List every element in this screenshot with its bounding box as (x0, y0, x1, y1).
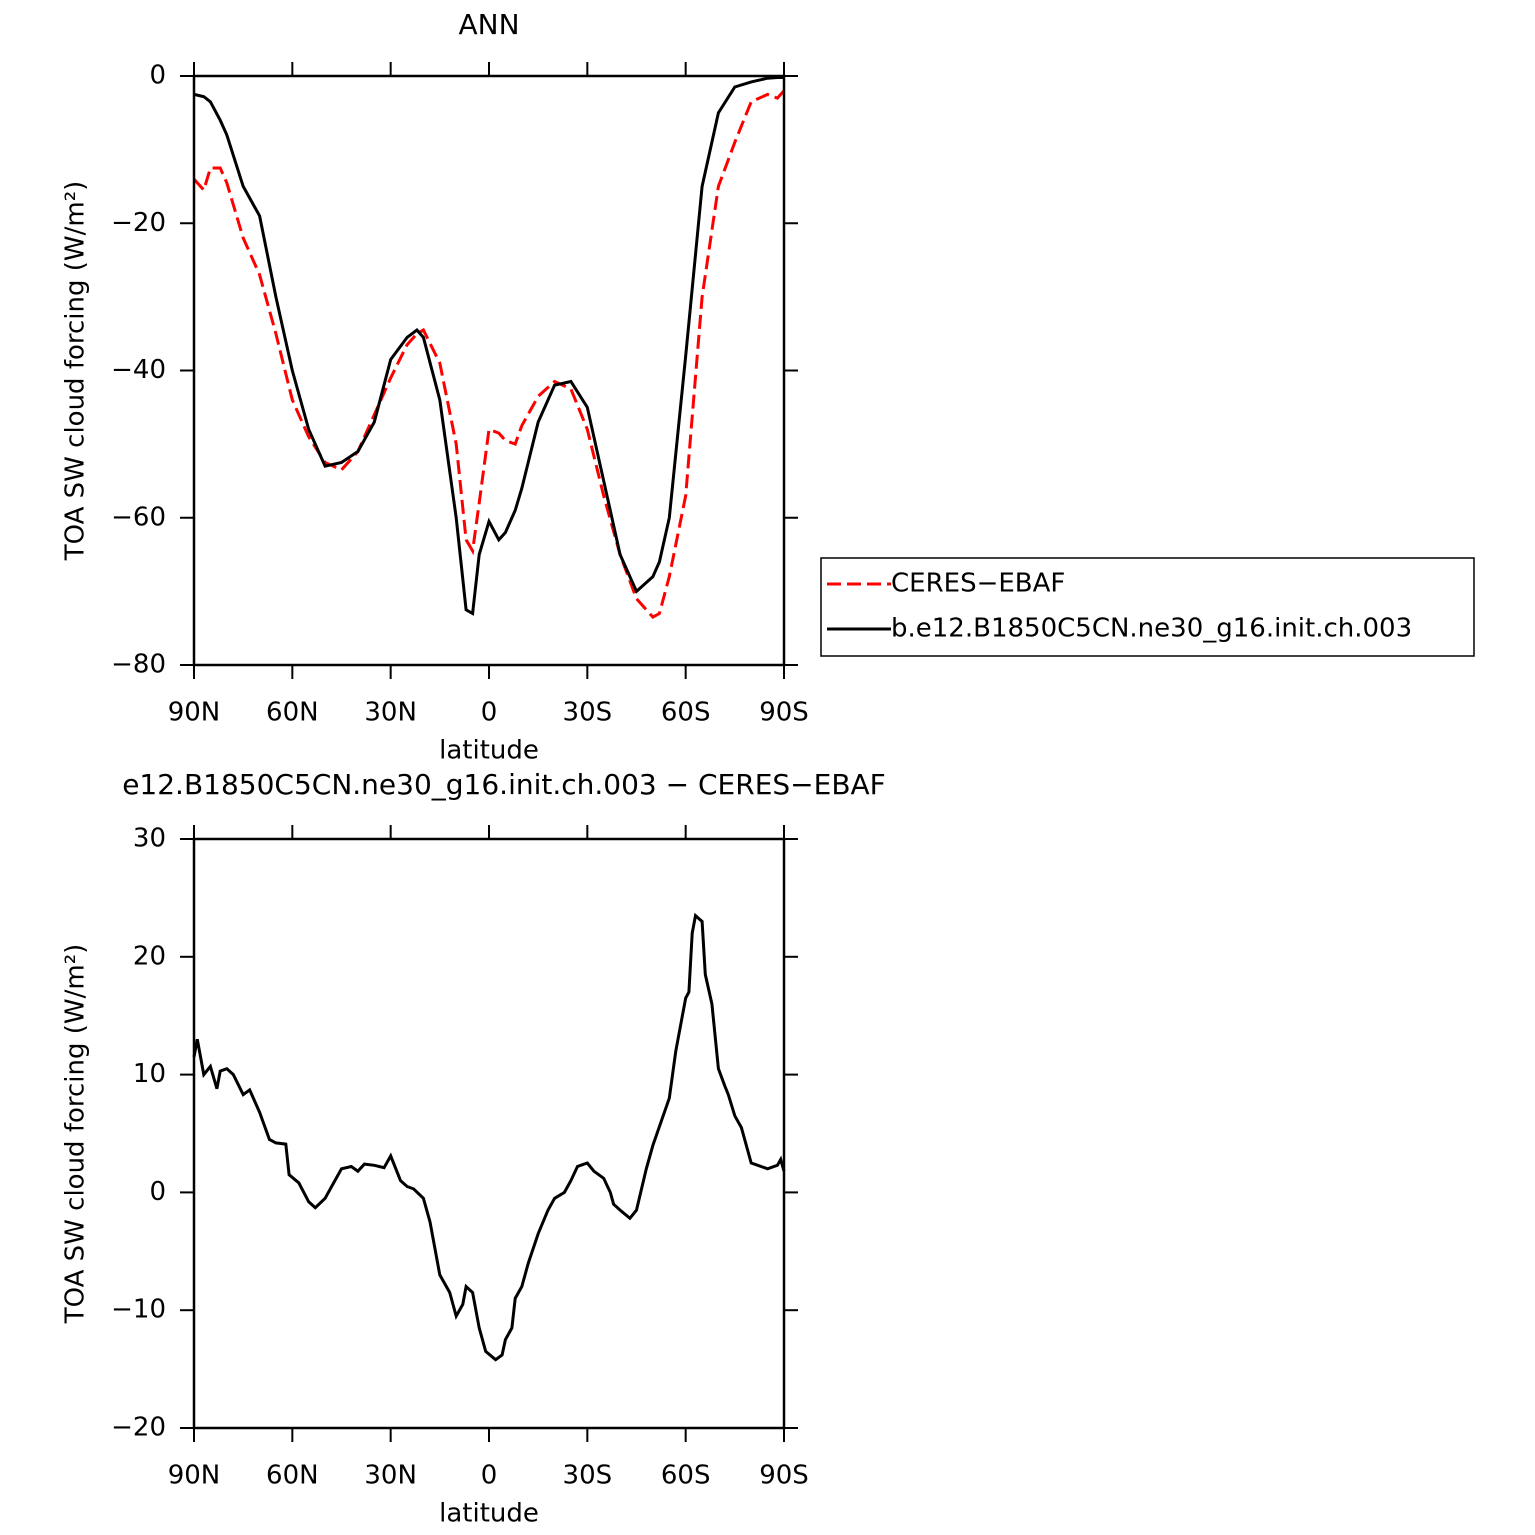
x-axis-label: latitude (439, 1499, 539, 1529)
legend-label: CERES−EBAF (891, 569, 1065, 599)
chart-title: e12.B1850C5CN.ne30_g16.init.ch.003 − CER… (122, 768, 886, 801)
y-tick-label: 20 (133, 941, 166, 971)
x-tick-label: 90S (759, 1461, 809, 1491)
x-tick-label: 30N (364, 698, 417, 728)
legend-label: b.e12.B1850C5CN.ne30_g16.init.ch.003 (891, 614, 1412, 644)
y-tick-label: 10 (133, 1059, 166, 1089)
data-line (192, 89, 786, 619)
x-tick-label: 90S (759, 698, 809, 728)
x-tick-label: 0 (481, 698, 498, 728)
y-tick-label: −40 (111, 355, 166, 385)
x-axis-label: latitude (439, 736, 539, 766)
x-tick-label: 30S (563, 1461, 613, 1491)
x-tick-label: 90N (168, 698, 221, 728)
legend-box (820, 557, 1475, 657)
x-tick-label: 60N (266, 1461, 319, 1491)
y-axis-label: TOA SW cloud forcing (W/m²) (61, 944, 91, 1325)
y-tick-label: −20 (111, 1413, 166, 1443)
x-tick-label: 90N (168, 1461, 221, 1491)
y-tick-label: 0 (149, 61, 166, 91)
x-tick-label: 30N (364, 1461, 417, 1491)
y-axis-label: TOA SW cloud forcing (W/m²) (61, 181, 91, 562)
plot-frame (192, 74, 786, 667)
data-line (192, 912, 786, 1362)
y-tick-label: −20 (111, 208, 166, 238)
x-tick-label: 60N (266, 698, 319, 728)
chart-title: ANN (458, 8, 519, 41)
y-tick-label: 0 (149, 1177, 166, 1207)
x-tick-label: 0 (481, 1461, 498, 1491)
x-tick-label: 60S (661, 1461, 711, 1491)
y-tick-label: −60 (111, 502, 166, 532)
y-tick-label: −10 (111, 1295, 166, 1325)
y-tick-label: 30 (133, 824, 166, 854)
plot-frame (192, 837, 786, 1430)
data-line (193, 76, 784, 616)
x-tick-label: 60S (661, 698, 711, 728)
legend: CERES−EBAF b.e12.B1850C5CN.ne30_g16.init.… (820, 557, 1475, 657)
y-tick-label: −80 (111, 650, 166, 680)
x-tick-label: 30S (563, 698, 613, 728)
